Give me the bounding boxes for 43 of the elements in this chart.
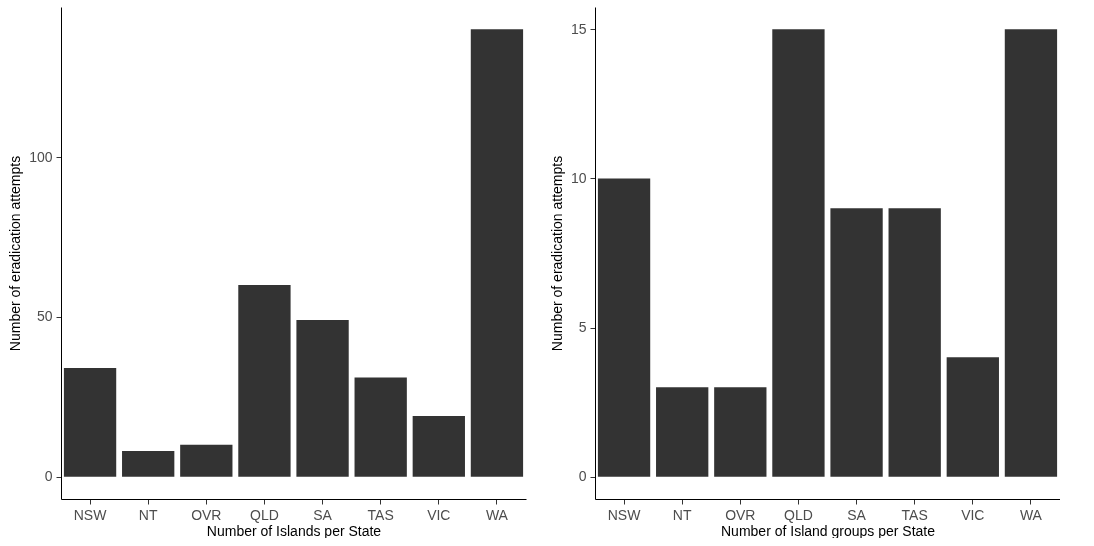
x-tick-label: QLD <box>250 506 279 523</box>
x-axis-title: Number of Islands per State <box>206 522 382 539</box>
x-tick-label: TAS <box>367 506 394 523</box>
x-tick-label: VIC <box>427 506 451 523</box>
x-tick-label: OVR <box>725 506 756 523</box>
x-tick-label: NT <box>672 506 692 523</box>
x-tick-label: QLD <box>784 506 813 523</box>
bar <box>238 284 291 477</box>
x-tick-label: SA <box>847 506 867 523</box>
bar <box>412 415 465 477</box>
y-tick-label: 15 <box>570 20 587 37</box>
x-tick-label: TAS <box>901 506 928 523</box>
x-tick-label: NSW <box>73 506 108 523</box>
bar <box>180 444 233 477</box>
y-tick-label: 5 <box>578 319 587 336</box>
bar <box>63 368 117 477</box>
bar <box>830 208 883 477</box>
x-tick-label: WA <box>485 506 509 523</box>
bar <box>597 178 651 477</box>
x-tick-label: OVR <box>191 506 222 523</box>
bar <box>1004 29 1058 477</box>
bar <box>714 387 767 477</box>
x-tick-label: NT <box>138 506 158 523</box>
y-tick-label: 0 <box>44 468 53 485</box>
x-axis-title: Number of Island groups per State <box>720 522 936 539</box>
bar <box>656 387 709 477</box>
bar <box>296 320 349 477</box>
bar <box>470 29 524 477</box>
x-tick-label: NSW <box>607 506 642 523</box>
y-axis-title: Number of eradication attempts <box>548 155 565 352</box>
bar <box>122 451 175 477</box>
x-tick-label: SA <box>313 506 333 523</box>
x-tick-label: VIC <box>961 506 985 523</box>
y-tick-label: 100 <box>29 148 53 165</box>
y-axis-title: Number of eradication attempts <box>7 155 24 352</box>
bar <box>888 208 941 477</box>
y-tick-label: 0 <box>578 468 587 485</box>
bar <box>772 29 825 477</box>
y-tick-label: 10 <box>570 169 587 186</box>
bar <box>946 357 999 477</box>
x-tick-label: WA <box>1019 506 1043 523</box>
bar <box>354 377 407 477</box>
y-tick-label: 50 <box>36 308 53 325</box>
